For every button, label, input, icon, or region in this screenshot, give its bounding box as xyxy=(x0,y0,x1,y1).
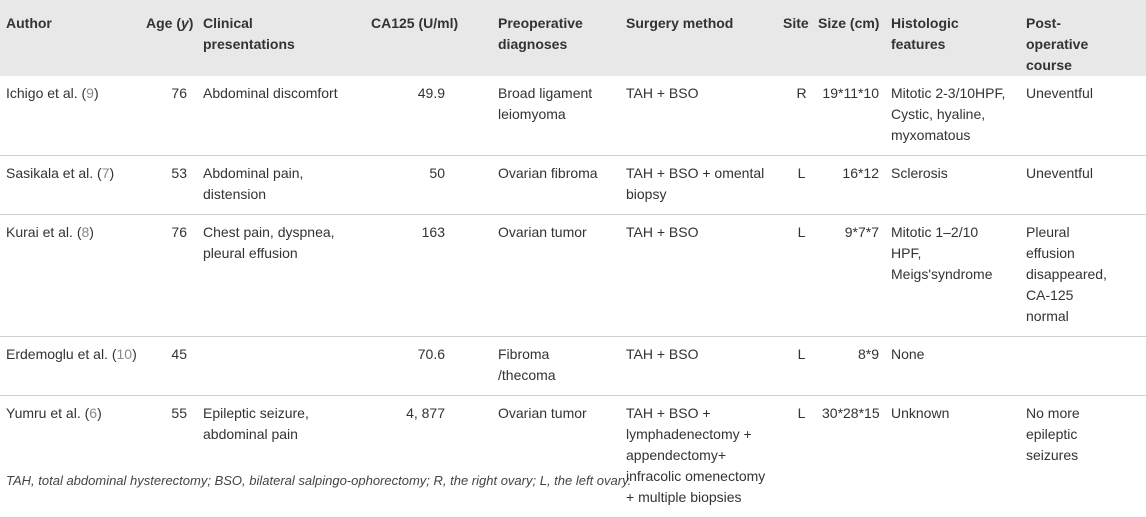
cell-age: 76 xyxy=(171,224,187,240)
table-row: Yumru et al. (6) 55 Epileptic seizure, abd… xyxy=(0,396,1146,518)
header-author: Author xyxy=(6,15,52,31)
cell-preop: Ovarian tumor xyxy=(498,405,587,421)
cell-histologic: Sclerosis xyxy=(891,165,948,181)
cell-surgery: TAH + BSO xyxy=(626,346,699,362)
table-row: Ichigo et al. (9) 76 Abdominal discomfort 4… xyxy=(0,76,1146,156)
header-age: Age (y) xyxy=(146,15,194,31)
cell-site: R xyxy=(796,85,807,101)
cell-postop: Pleural effusion disappeared, CA-125 nor… xyxy=(1026,224,1107,324)
cell-preop: Ovarian tumor xyxy=(498,224,587,240)
cell-surgery: TAH + BSO + lymphadenectomy + appendecto… xyxy=(626,405,766,505)
cell-size: 9*7*7 xyxy=(844,224,879,240)
header-preop: Preoperative diagnoses xyxy=(498,15,583,52)
cell-postop: Uneventful xyxy=(1026,165,1093,181)
cell-age: 53 xyxy=(171,165,187,181)
cell-site: L xyxy=(797,224,806,240)
cell-preop: Broad ligament leiomyoma xyxy=(498,85,593,122)
cell-author: Erdemoglu et al. (10) xyxy=(6,346,137,362)
cell-age: 76 xyxy=(171,85,187,101)
reference-link[interactable]: 10 xyxy=(116,346,133,362)
cell-age: 45 xyxy=(171,346,187,362)
cell-age: 55 xyxy=(171,405,187,421)
header-postop: Post-operative course xyxy=(1026,15,1089,73)
cell-clinical: Abdominal discomfort xyxy=(203,85,338,101)
cell-size: 16*12 xyxy=(842,165,879,181)
cell-site: L xyxy=(797,165,806,181)
reference-link[interactable]: 8 xyxy=(81,224,90,240)
cell-surgery: TAH + BSO xyxy=(626,224,699,240)
cell-author: Kurai et al. (8) xyxy=(6,224,94,240)
cell-histologic: Mitotic 2-3/10HPF, Cystic, hyaline, myxo… xyxy=(891,85,1006,143)
cell-ca125: 70.6 xyxy=(417,346,445,362)
cell-clinical: Abdominal pain, distension xyxy=(203,165,304,202)
cell-ca125: 50 xyxy=(429,165,445,181)
cell-site: L xyxy=(797,346,806,362)
cell-surgery: TAH + BSO xyxy=(626,85,699,101)
cell-size: 19*11*10 xyxy=(822,85,879,101)
cell-postop xyxy=(1020,337,1146,396)
cell-ca125: 163 xyxy=(421,224,445,240)
cell-surgery: TAH + BSO + omental biopsy xyxy=(626,165,765,202)
header-row: Author Age (y) Clinical presentations CA… xyxy=(0,0,1146,76)
table-row: Erdemoglu et al. (10) 45 70.6 Fibroma /thec… xyxy=(0,337,1146,396)
cell-postop: No more epileptic seizures xyxy=(1026,405,1080,463)
cell-author: Yumru et al. (6) xyxy=(6,405,102,421)
cell-clinical xyxy=(197,337,365,396)
header-clinical: Clinical presentations xyxy=(203,15,295,52)
cell-ca125: 49.9 xyxy=(417,85,445,101)
header-ca125: CA125 (U/ml) xyxy=(371,15,459,31)
reference-link[interactable]: 7 xyxy=(101,165,110,181)
cell-clinical: Epileptic seizure, abdominal pain xyxy=(203,405,309,442)
cell-ca125: 4, 877 xyxy=(406,405,445,421)
cell-histologic: Unknown xyxy=(891,405,950,421)
footnote: TAH, total abdominal hysterectomy; BSO, … xyxy=(6,473,632,488)
cell-postop: Uneventful xyxy=(1026,85,1093,101)
cell-site: L xyxy=(797,405,806,421)
header-site: Site xyxy=(783,15,809,31)
cell-size: 30*28*15 xyxy=(822,405,880,421)
table-row: Kurai et al. (8) 76 Chest pain, dyspnea, p… xyxy=(0,215,1146,337)
cell-preop: Ovarian fibroma xyxy=(498,165,598,181)
cell-preop: Fibroma /thecoma xyxy=(498,346,556,383)
cell-histologic: Mitotic 1–2/10 HPF, Meigs'syndrome xyxy=(891,224,993,282)
header-surgery: Surgery method xyxy=(626,15,734,31)
reference-link[interactable]: 9 xyxy=(86,85,94,101)
header-histologic: Histologic features xyxy=(891,15,959,52)
cell-histologic: None xyxy=(891,346,925,362)
header-size: Size (cm) xyxy=(818,15,880,31)
reference-link[interactable]: 6 xyxy=(89,405,98,421)
cell-size: 8*9 xyxy=(857,346,879,362)
cell-author: Ichigo et al. (9) xyxy=(6,85,99,101)
cell-author: Sasikala et al. (7) xyxy=(6,165,115,181)
table-row: Sasikala et al. (7) 53 Abdominal pain, dis… xyxy=(0,156,1146,215)
cell-clinical: Chest pain, dyspnea, pleural effusion xyxy=(203,224,335,261)
